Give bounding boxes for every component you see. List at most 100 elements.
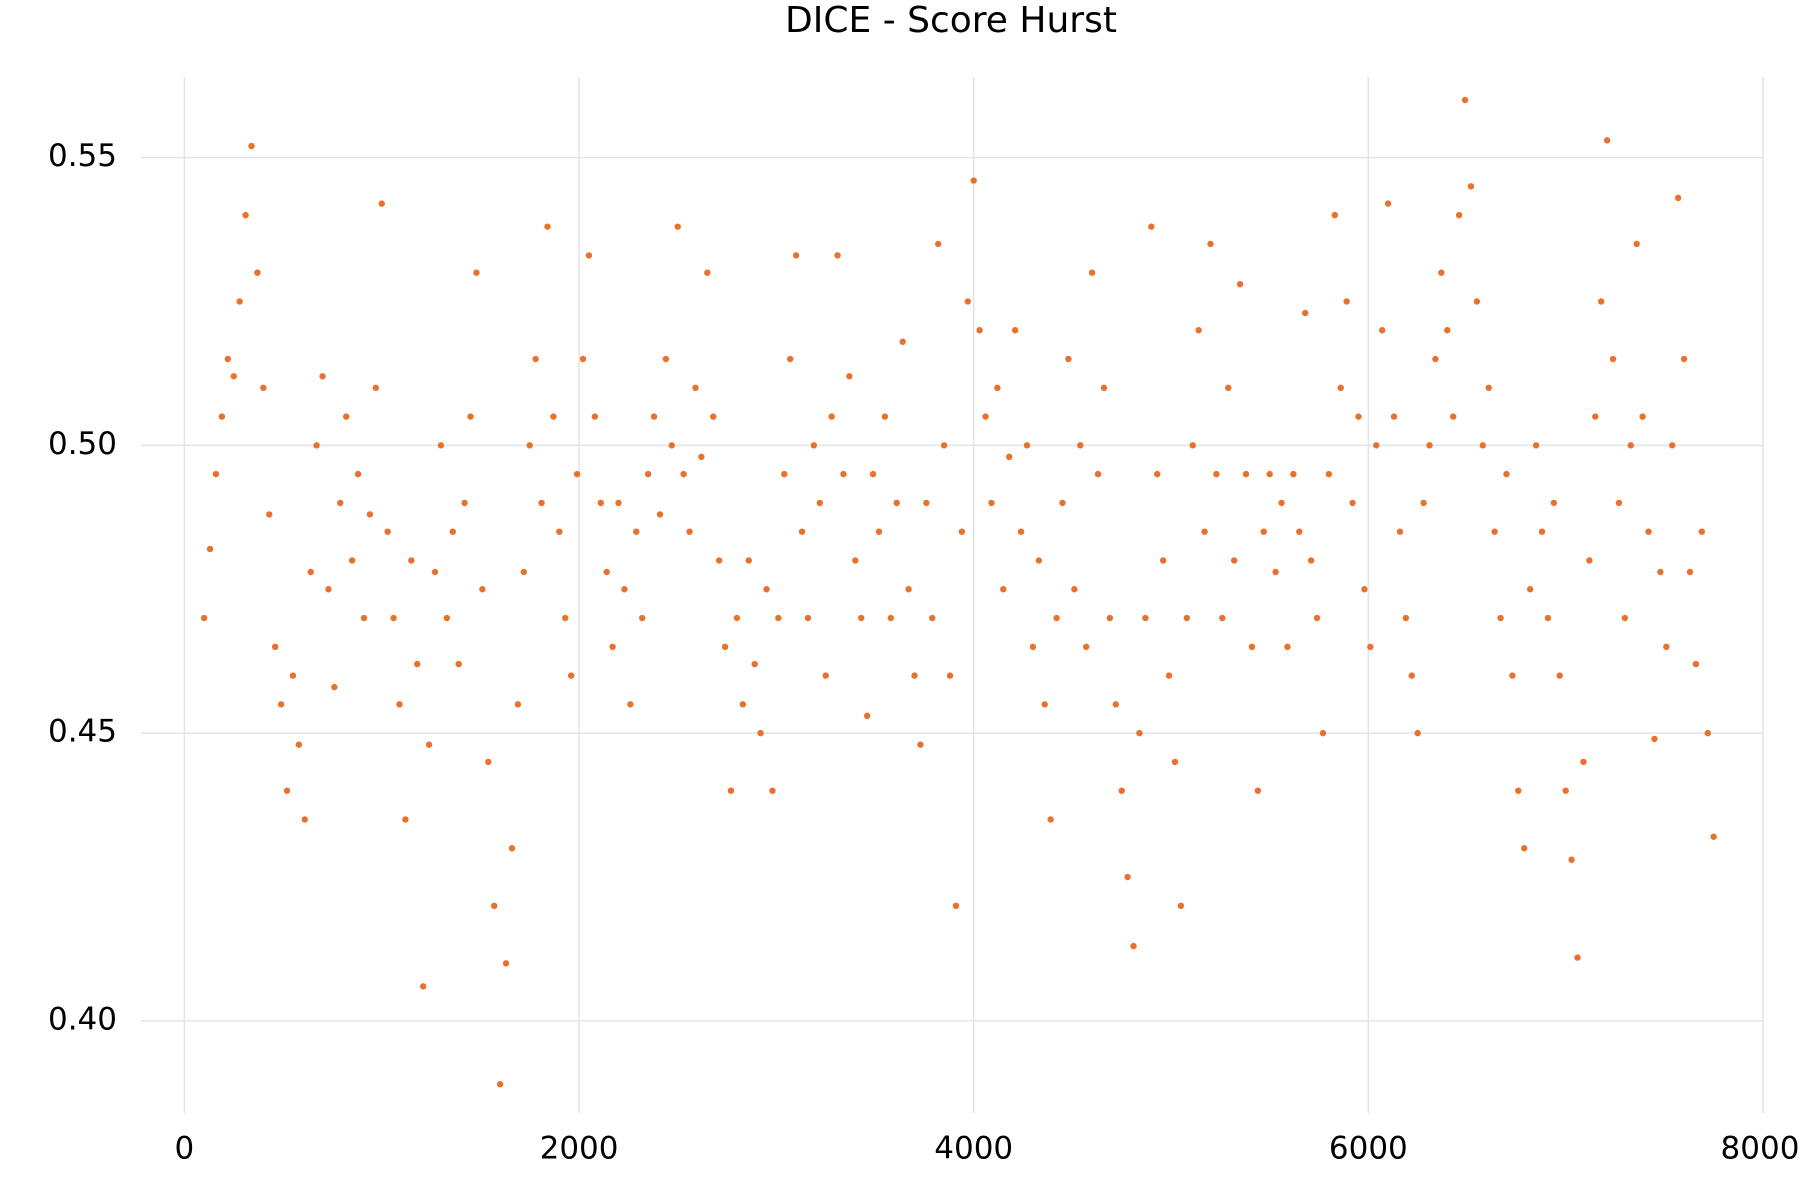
point <box>662 355 670 363</box>
point <box>1378 327 1386 334</box>
point <box>260 384 267 391</box>
point <box>988 499 995 507</box>
x-tick-label: 0 <box>175 1131 195 1167</box>
point <box>1017 528 1025 535</box>
point <box>1041 701 1048 708</box>
point <box>520 568 528 576</box>
point <box>982 413 989 420</box>
point <box>1189 442 1196 449</box>
point <box>224 355 232 363</box>
point <box>680 470 687 478</box>
point <box>218 413 226 420</box>
point <box>378 200 385 207</box>
point <box>893 499 900 507</box>
point <box>1592 413 1599 420</box>
point <box>271 643 279 650</box>
point <box>550 413 557 420</box>
point <box>1444 327 1451 334</box>
point <box>491 902 498 909</box>
point <box>1580 758 1587 766</box>
point <box>763 586 770 593</box>
point <box>816 499 823 507</box>
point <box>372 384 380 391</box>
point <box>1396 528 1404 535</box>
point <box>1207 240 1214 248</box>
point <box>360 614 368 622</box>
point <box>1491 528 1498 535</box>
x-tick-label: 8000 <box>1721 1131 1800 1167</box>
point <box>1000 586 1007 593</box>
point <box>277 701 285 708</box>
point <box>1302 309 1309 317</box>
point <box>1680 355 1688 363</box>
point <box>1609 355 1617 363</box>
point <box>479 586 486 593</box>
point <box>1438 269 1445 276</box>
point <box>733 614 741 622</box>
point <box>562 614 569 622</box>
point <box>1082 643 1090 650</box>
point <box>1284 643 1291 650</box>
point <box>1373 442 1380 449</box>
point <box>431 568 439 576</box>
point <box>1384 200 1392 207</box>
chart-title: DICE - Score Hurst <box>785 0 1117 41</box>
point <box>1307 557 1315 564</box>
point <box>1266 470 1273 478</box>
point <box>1686 568 1694 576</box>
point <box>1562 787 1569 794</box>
point <box>1361 586 1368 593</box>
point <box>206 545 214 553</box>
point <box>615 499 622 507</box>
point <box>1242 470 1250 478</box>
point <box>1124 873 1131 881</box>
point <box>1142 614 1149 622</box>
point <box>603 568 610 576</box>
point <box>1651 735 1658 743</box>
point <box>745 557 752 564</box>
point <box>1319 729 1327 737</box>
point <box>313 442 320 449</box>
point <box>1011 327 1019 334</box>
point <box>1497 614 1504 622</box>
point <box>840 470 847 478</box>
point <box>852 557 859 564</box>
point <box>1645 528 1652 535</box>
point <box>1065 355 1072 363</box>
grid <box>141 77 1764 1113</box>
point <box>573 470 581 478</box>
point <box>248 142 255 150</box>
point <box>1331 211 1339 219</box>
point <box>1367 643 1374 650</box>
point <box>343 413 350 420</box>
point <box>1420 499 1427 507</box>
point <box>1219 614 1226 622</box>
tick-labels: 0.40 0.45 0.50 0.55 0 2000 4000 6000 8000 <box>48 138 1799 1166</box>
points <box>200 96 1717 1088</box>
point <box>668 442 676 449</box>
point <box>443 614 451 622</box>
point <box>390 614 397 622</box>
point <box>1639 413 1646 420</box>
point <box>727 787 735 794</box>
point <box>674 223 681 230</box>
point <box>585 252 593 259</box>
point <box>1077 442 1084 449</box>
point <box>1538 528 1546 535</box>
point <box>1118 787 1125 794</box>
point <box>1556 672 1563 679</box>
y-tick-label: 0.50 <box>48 426 117 462</box>
point <box>538 499 545 507</box>
point <box>348 557 356 564</box>
point <box>946 672 954 679</box>
x-tick-label: 2000 <box>540 1131 619 1167</box>
point <box>994 384 1001 391</box>
point <box>917 741 924 748</box>
point <box>863 712 871 720</box>
point <box>1615 499 1623 507</box>
point <box>1574 954 1581 961</box>
point <box>254 269 261 276</box>
point <box>502 960 510 967</box>
point <box>1509 672 1516 679</box>
